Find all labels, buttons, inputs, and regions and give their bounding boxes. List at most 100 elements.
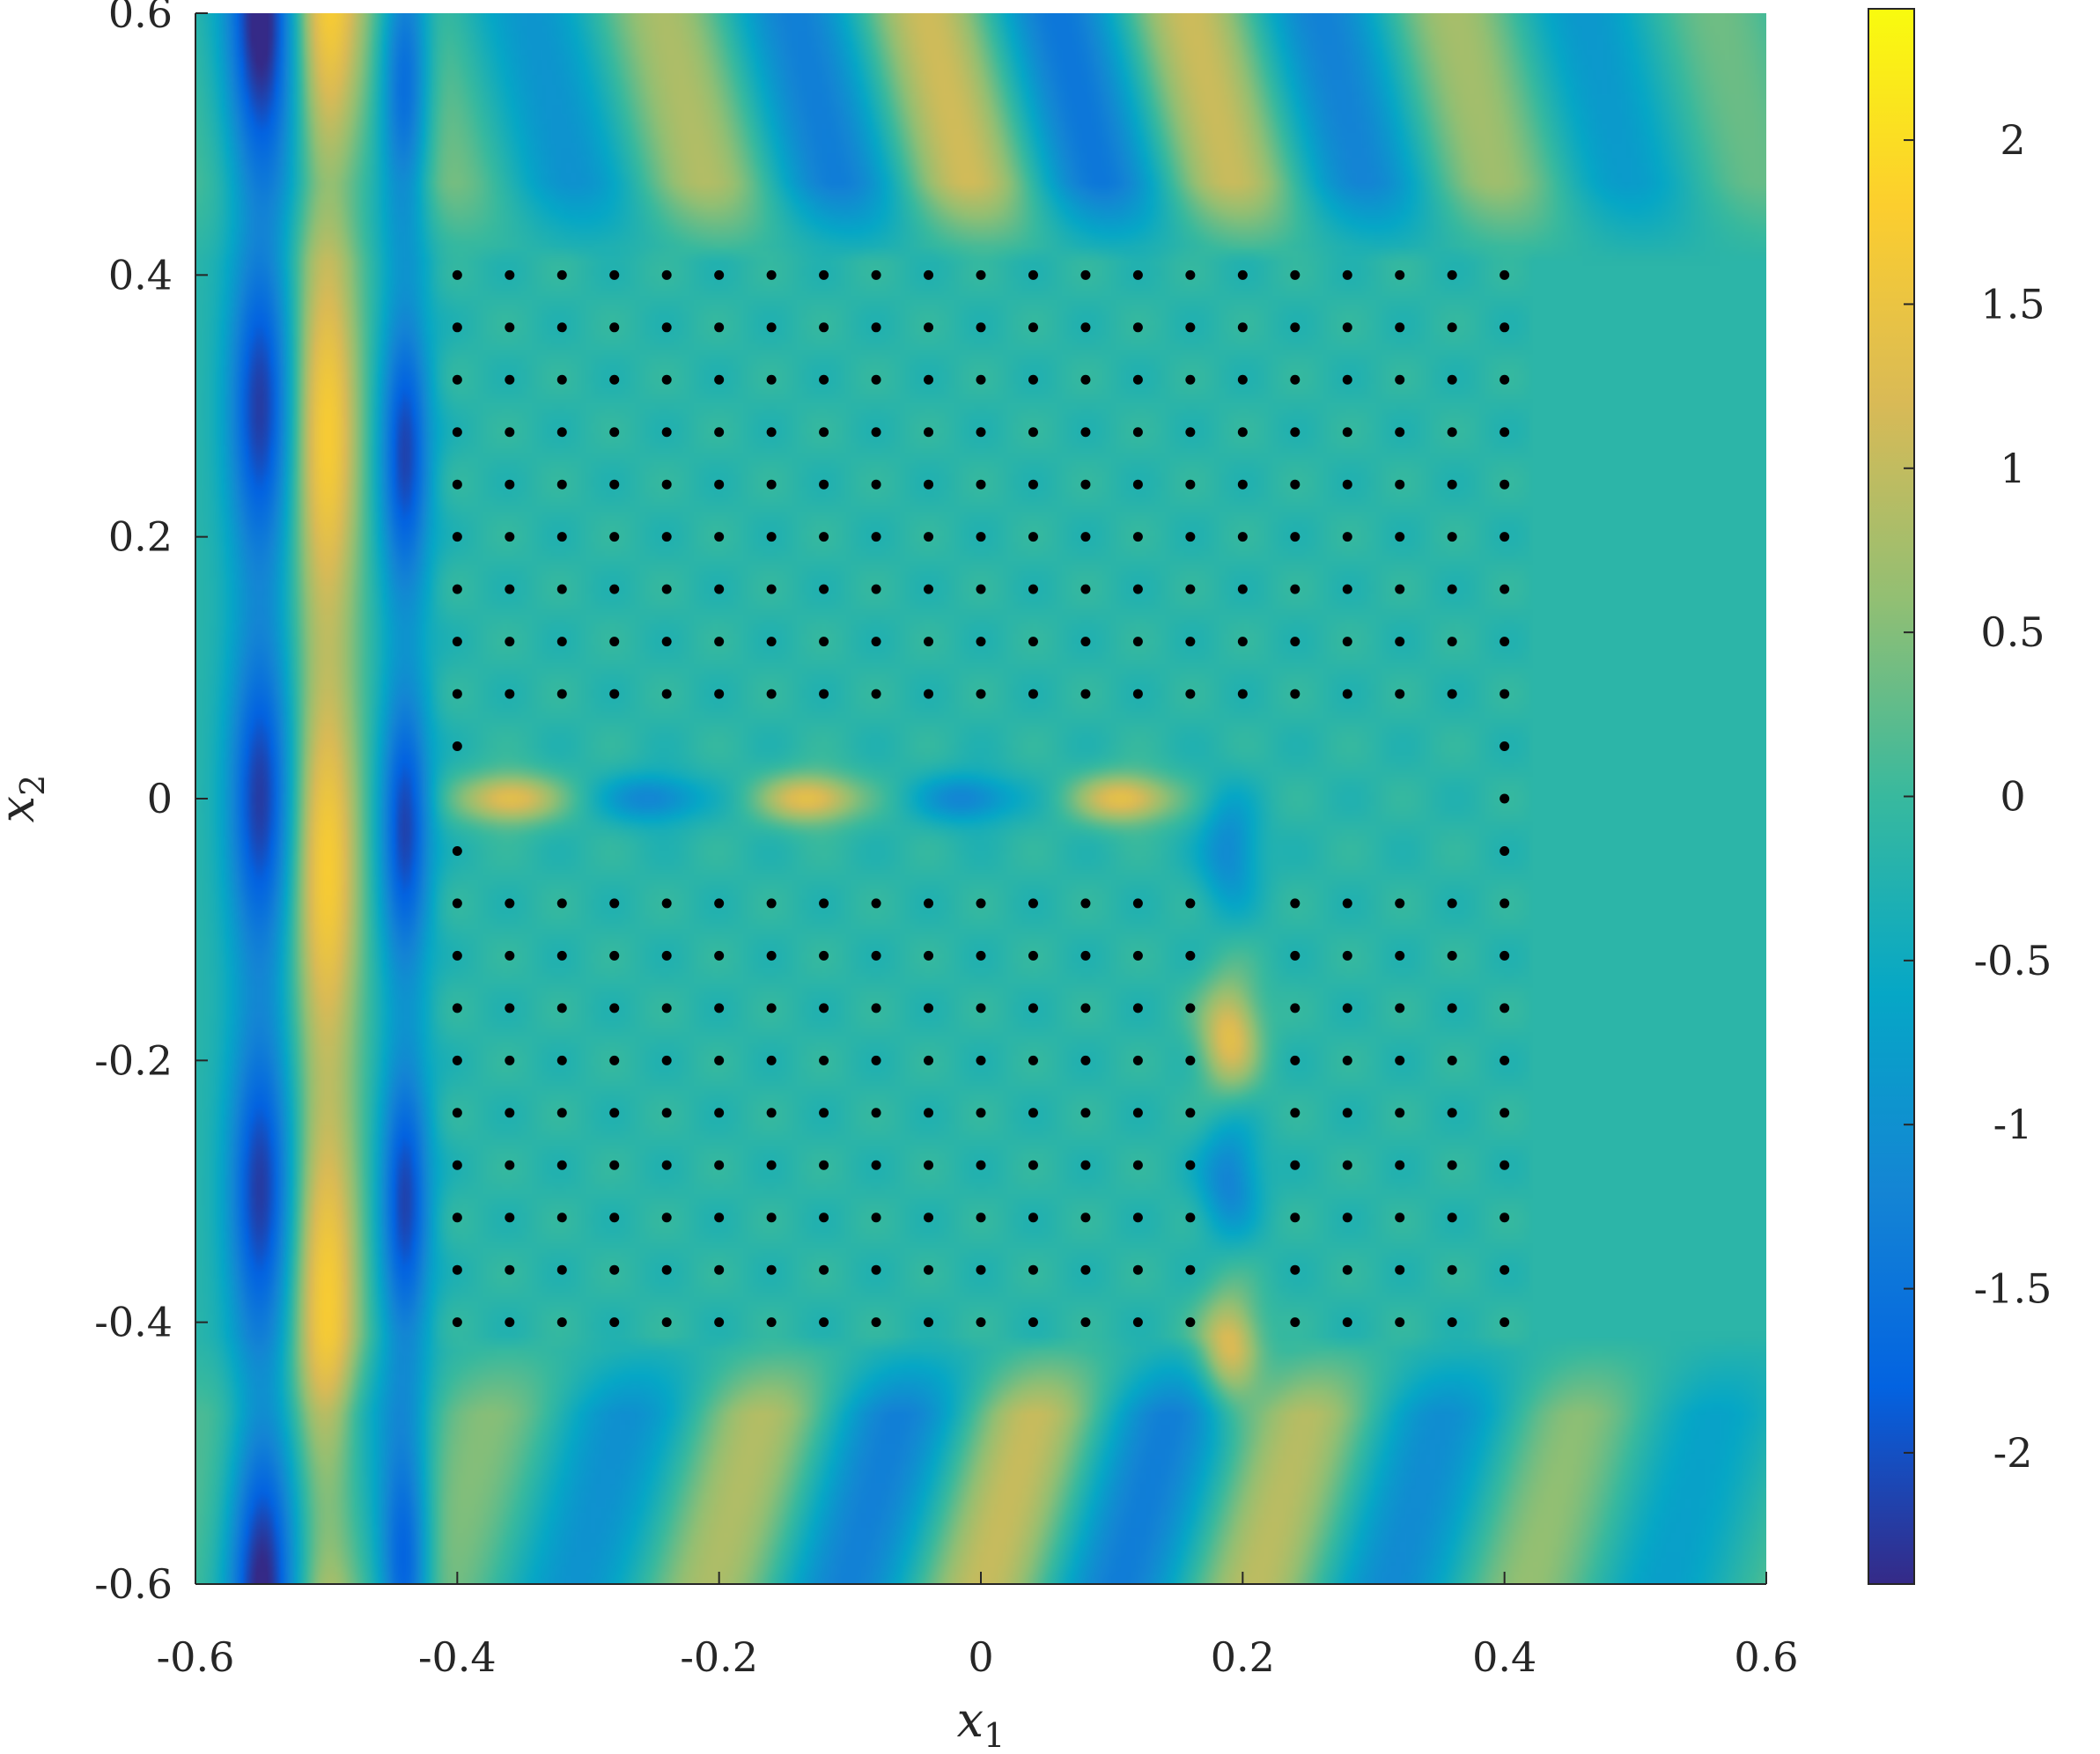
scatterer-point [661, 689, 672, 699]
scatterer-point [1185, 584, 1196, 594]
scatterer-markers [452, 269, 1510, 1328]
scatterer-point [766, 689, 777, 699]
colorbar-tick-label: 1.5 [1980, 280, 2045, 328]
scatterer-point [714, 950, 725, 961]
scatterer-point [1342, 374, 1352, 385]
scatterer-point [819, 637, 829, 647]
scatterer-point [505, 950, 515, 961]
scatterer-point [1290, 427, 1301, 438]
scatterer-point [556, 1317, 567, 1328]
scatterer-point [1185, 1264, 1196, 1275]
scatterer-point [819, 898, 829, 909]
scatterer-point [452, 532, 462, 542]
scatterer-point [1342, 1212, 1352, 1223]
scatterer-point [766, 898, 777, 909]
scatterer-point [1342, 479, 1352, 490]
scatterer-point [1395, 1003, 1405, 1013]
scatterer-point [976, 322, 986, 333]
scatterer-point [1028, 1055, 1038, 1065]
scatterer-point [766, 1108, 777, 1118]
scatterer-point [714, 1055, 725, 1065]
scatterer-point [766, 584, 777, 594]
scatterer-point [452, 1317, 462, 1328]
scatterer-point [1290, 584, 1301, 594]
scatterer-point [871, 1317, 881, 1328]
scatterer-point [1028, 637, 1038, 647]
scatterer-point [819, 1160, 829, 1170]
scatterer-point [661, 1317, 672, 1328]
scatterer-point [1395, 637, 1405, 647]
scatterer-point [609, 322, 620, 333]
scatterer-point [1499, 532, 1510, 542]
scatterer-point [609, 1160, 620, 1170]
scatterer-point [1080, 637, 1091, 647]
scatterer-point [871, 637, 881, 647]
scatterer-point [1499, 637, 1510, 647]
scatterer-point [1080, 1212, 1091, 1223]
scatterer-point [819, 689, 829, 699]
scatterer-point [1185, 1317, 1196, 1328]
scatterer-point [452, 479, 462, 490]
scatterer-point [1185, 637, 1196, 647]
scatterer-point [714, 427, 725, 438]
scatterer-point [1447, 950, 1457, 961]
scatterer-point [1499, 1055, 1510, 1065]
scatterer-point [714, 1108, 725, 1118]
scatterer-point [1132, 479, 1143, 490]
scatterer-point [452, 689, 462, 699]
scatterer-point [1132, 637, 1143, 647]
scatterer-point [1447, 1264, 1457, 1275]
scatterer-point [1395, 950, 1405, 961]
scatterer-point [819, 950, 829, 961]
scatterer-point [1395, 1160, 1405, 1170]
scatterer-point [1395, 689, 1405, 699]
scatterer-point [452, 1212, 462, 1223]
scatterer-point [1028, 479, 1038, 490]
scatterer-point [1395, 374, 1405, 385]
scatterer-point [924, 898, 934, 909]
scatterer-point [924, 1003, 934, 1013]
scatterer-point [609, 950, 620, 961]
scatterer-point [1395, 269, 1405, 280]
scatterer-point [1132, 1108, 1143, 1118]
scatterer-point [819, 479, 829, 490]
scatterer-point [505, 269, 515, 280]
scatterer-point [819, 1317, 829, 1328]
scatterer-point [976, 1317, 986, 1328]
scatterer-point [924, 322, 934, 333]
scatterer-point [1447, 898, 1457, 909]
scatterer-point [505, 584, 515, 594]
scatterer-point [556, 950, 567, 961]
scatterer-point [1290, 1003, 1301, 1013]
colorbar-tick-label: -0.5 [1974, 937, 2052, 984]
scatterer-point [819, 1108, 829, 1118]
scatterer-point [924, 689, 934, 699]
scatterer-point [1499, 950, 1510, 961]
scatterer-point [609, 1108, 620, 1118]
scatterer-point [924, 637, 934, 647]
scatterer-point [924, 1108, 934, 1118]
scatterer-point [556, 1003, 567, 1013]
scatterer-point [1132, 427, 1143, 438]
scatterer-point [1185, 322, 1196, 333]
y-tick-label: 0.4 [108, 251, 173, 298]
scatterer-point [452, 741, 462, 752]
x-tick-label: -0.2 [680, 1633, 758, 1681]
scatterer-point [1080, 479, 1091, 490]
scatterer-point [1395, 1317, 1405, 1328]
scatterer-point [1080, 1055, 1091, 1065]
scatterer-point [661, 584, 672, 594]
scatterer-point [661, 637, 672, 647]
scatterer-point [1290, 1108, 1301, 1118]
scatterer-point [1447, 1003, 1457, 1013]
scatterer-point [976, 1212, 986, 1223]
scatterer-point [452, 427, 462, 438]
x-tick-label: 0 [968, 1633, 993, 1681]
scatterer-point [1028, 1160, 1038, 1170]
scatterer-point [1290, 898, 1301, 909]
scatterer-point [1080, 1160, 1091, 1170]
scatterer-point [1028, 532, 1038, 542]
scatterer-point [661, 1108, 672, 1118]
